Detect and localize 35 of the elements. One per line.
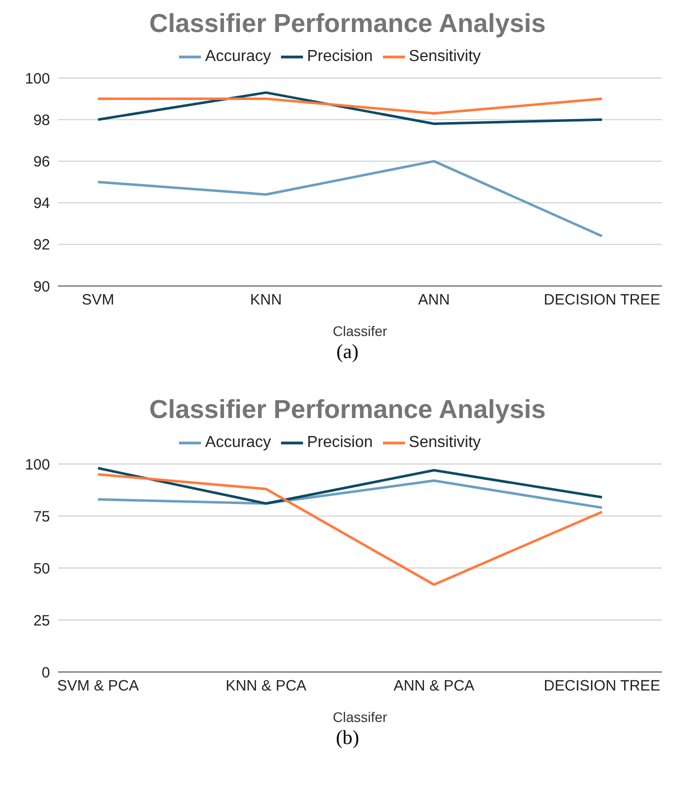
y-tick-label: 90	[33, 278, 50, 296]
x-tick-label: ANN	[418, 292, 450, 309]
y-tick-label: 92	[33, 236, 50, 254]
x-tick-label: KNN	[250, 292, 282, 309]
legend-label: Sensitivity	[408, 434, 481, 452]
legend-label: Accuracy	[205, 48, 271, 66]
legend-label: Precision	[306, 434, 373, 452]
x-tick-label: DECISION TREE	[544, 678, 660, 695]
y-tick-label: 50	[33, 560, 50, 578]
line-series	[96, 479, 604, 509]
x-axis-title: Classifer	[332, 323, 388, 339]
legend-label: Sensitivity	[408, 48, 481, 66]
y-tick-label: 98	[33, 112, 50, 129]
text: (a)	[335, 341, 360, 364]
x-axis-title: Classifer	[332, 709, 388, 725]
y-tick-label: 94	[33, 195, 50, 212]
legend-label: Precision	[306, 48, 373, 66]
x-tick-label: SVM	[82, 292, 114, 309]
y-tick-label: 75	[33, 508, 50, 526]
chart-title: Classifier Performance Analysis	[148, 8, 547, 39]
x-tick-label: KNN & PCA	[226, 678, 306, 695]
line-series	[96, 160, 604, 238]
y-tick-label: 100	[24, 70, 50, 88]
x-tick-label: DECISION TREE	[544, 292, 660, 309]
chart-title: Classifier Performance Analysis	[148, 394, 547, 425]
y-tick-label: 25	[33, 612, 50, 630]
y-tick-label: 0	[42, 664, 50, 682]
line-series	[96, 473, 604, 586]
x-tick-label: SVM & PCA	[57, 678, 139, 695]
line-series	[96, 466, 604, 505]
x-tick-label: ANN & PCA	[394, 678, 474, 695]
text: (b)	[334, 727, 360, 750]
legend-label: Accuracy	[205, 434, 271, 452]
y-tick-label: 96	[33, 154, 50, 171]
y-tick-label: 100	[24, 456, 50, 474]
